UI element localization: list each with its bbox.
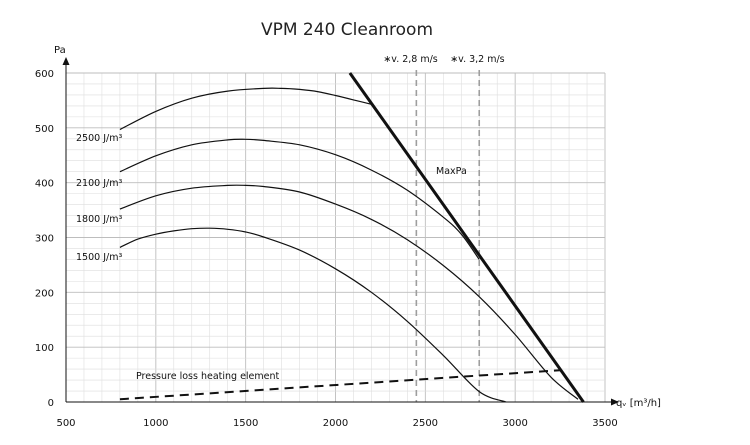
y-axis-arrow	[62, 57, 70, 65]
y-tick-label: 500	[35, 124, 54, 135]
y-tick-label: 200	[35, 288, 54, 299]
series-label-1800-j-m: 1800 J/m³	[76, 214, 122, 225]
x-tick-label: 2000	[323, 418, 348, 429]
y-tick-label: 0	[48, 398, 54, 409]
series-line-1500-j-m	[119, 227, 507, 403]
x-tick-label: 500	[56, 418, 75, 429]
series-label-2100-j-m: 2100 J/m³	[76, 178, 122, 189]
series-label-maxpa: MaxPa	[436, 166, 467, 177]
y-axis-label: Pa	[54, 45, 66, 56]
series-line-maxpa	[348, 72, 585, 403]
x-axis-label: qᵥ [m³/h]	[616, 398, 661, 409]
x-axis-arrow	[611, 398, 619, 406]
reference-line-label: ∗v. 3,2 m/s	[450, 54, 504, 65]
series-line-pressure-loss-heating-element	[119, 369, 561, 401]
tick-labels: 500 1000 1500 2000 2500 3000 3500 0 100 200 300 400…	[35, 69, 618, 429]
reference-lines: ∗v. 2,8 m/s ∗v. 3,2 m/s	[383, 54, 505, 402]
y-tick-label: 100	[35, 343, 54, 354]
series-line-1800-j-m	[119, 184, 579, 400]
series-label-2500-j-m: 2500 J/m³	[76, 133, 122, 144]
y-tick-label: 600	[35, 69, 54, 80]
series-labels: 2500 J/m³ 2100 J/m³ 1800 J/m³ 1500 J/m³ MaxP…	[76, 133, 467, 382]
reference-line-label: ∗v. 2,8 m/s	[383, 54, 437, 65]
series-group	[119, 72, 585, 403]
series-label-1500-j-m: 1500 J/m³	[76, 252, 122, 263]
chart-title: VPM 240 Cleanroom	[261, 20, 433, 40]
x-tick-label: 3500	[592, 418, 617, 429]
x-tick-label: 1000	[143, 418, 168, 429]
y-tick-label: 300	[35, 234, 54, 245]
y-tick-label: 400	[35, 179, 54, 190]
x-tick-label: 2500	[413, 418, 438, 429]
chart-axes	[62, 57, 619, 406]
series-line-2100-j-m	[119, 138, 480, 260]
chart-grid	[65, 72, 606, 403]
x-tick-label: 1500	[233, 418, 258, 429]
series-line-2500-j-m	[119, 87, 372, 131]
series-label-pressure-loss-heating-element: Pressure loss heating element	[136, 371, 280, 382]
x-tick-label: 3000	[502, 418, 527, 429]
